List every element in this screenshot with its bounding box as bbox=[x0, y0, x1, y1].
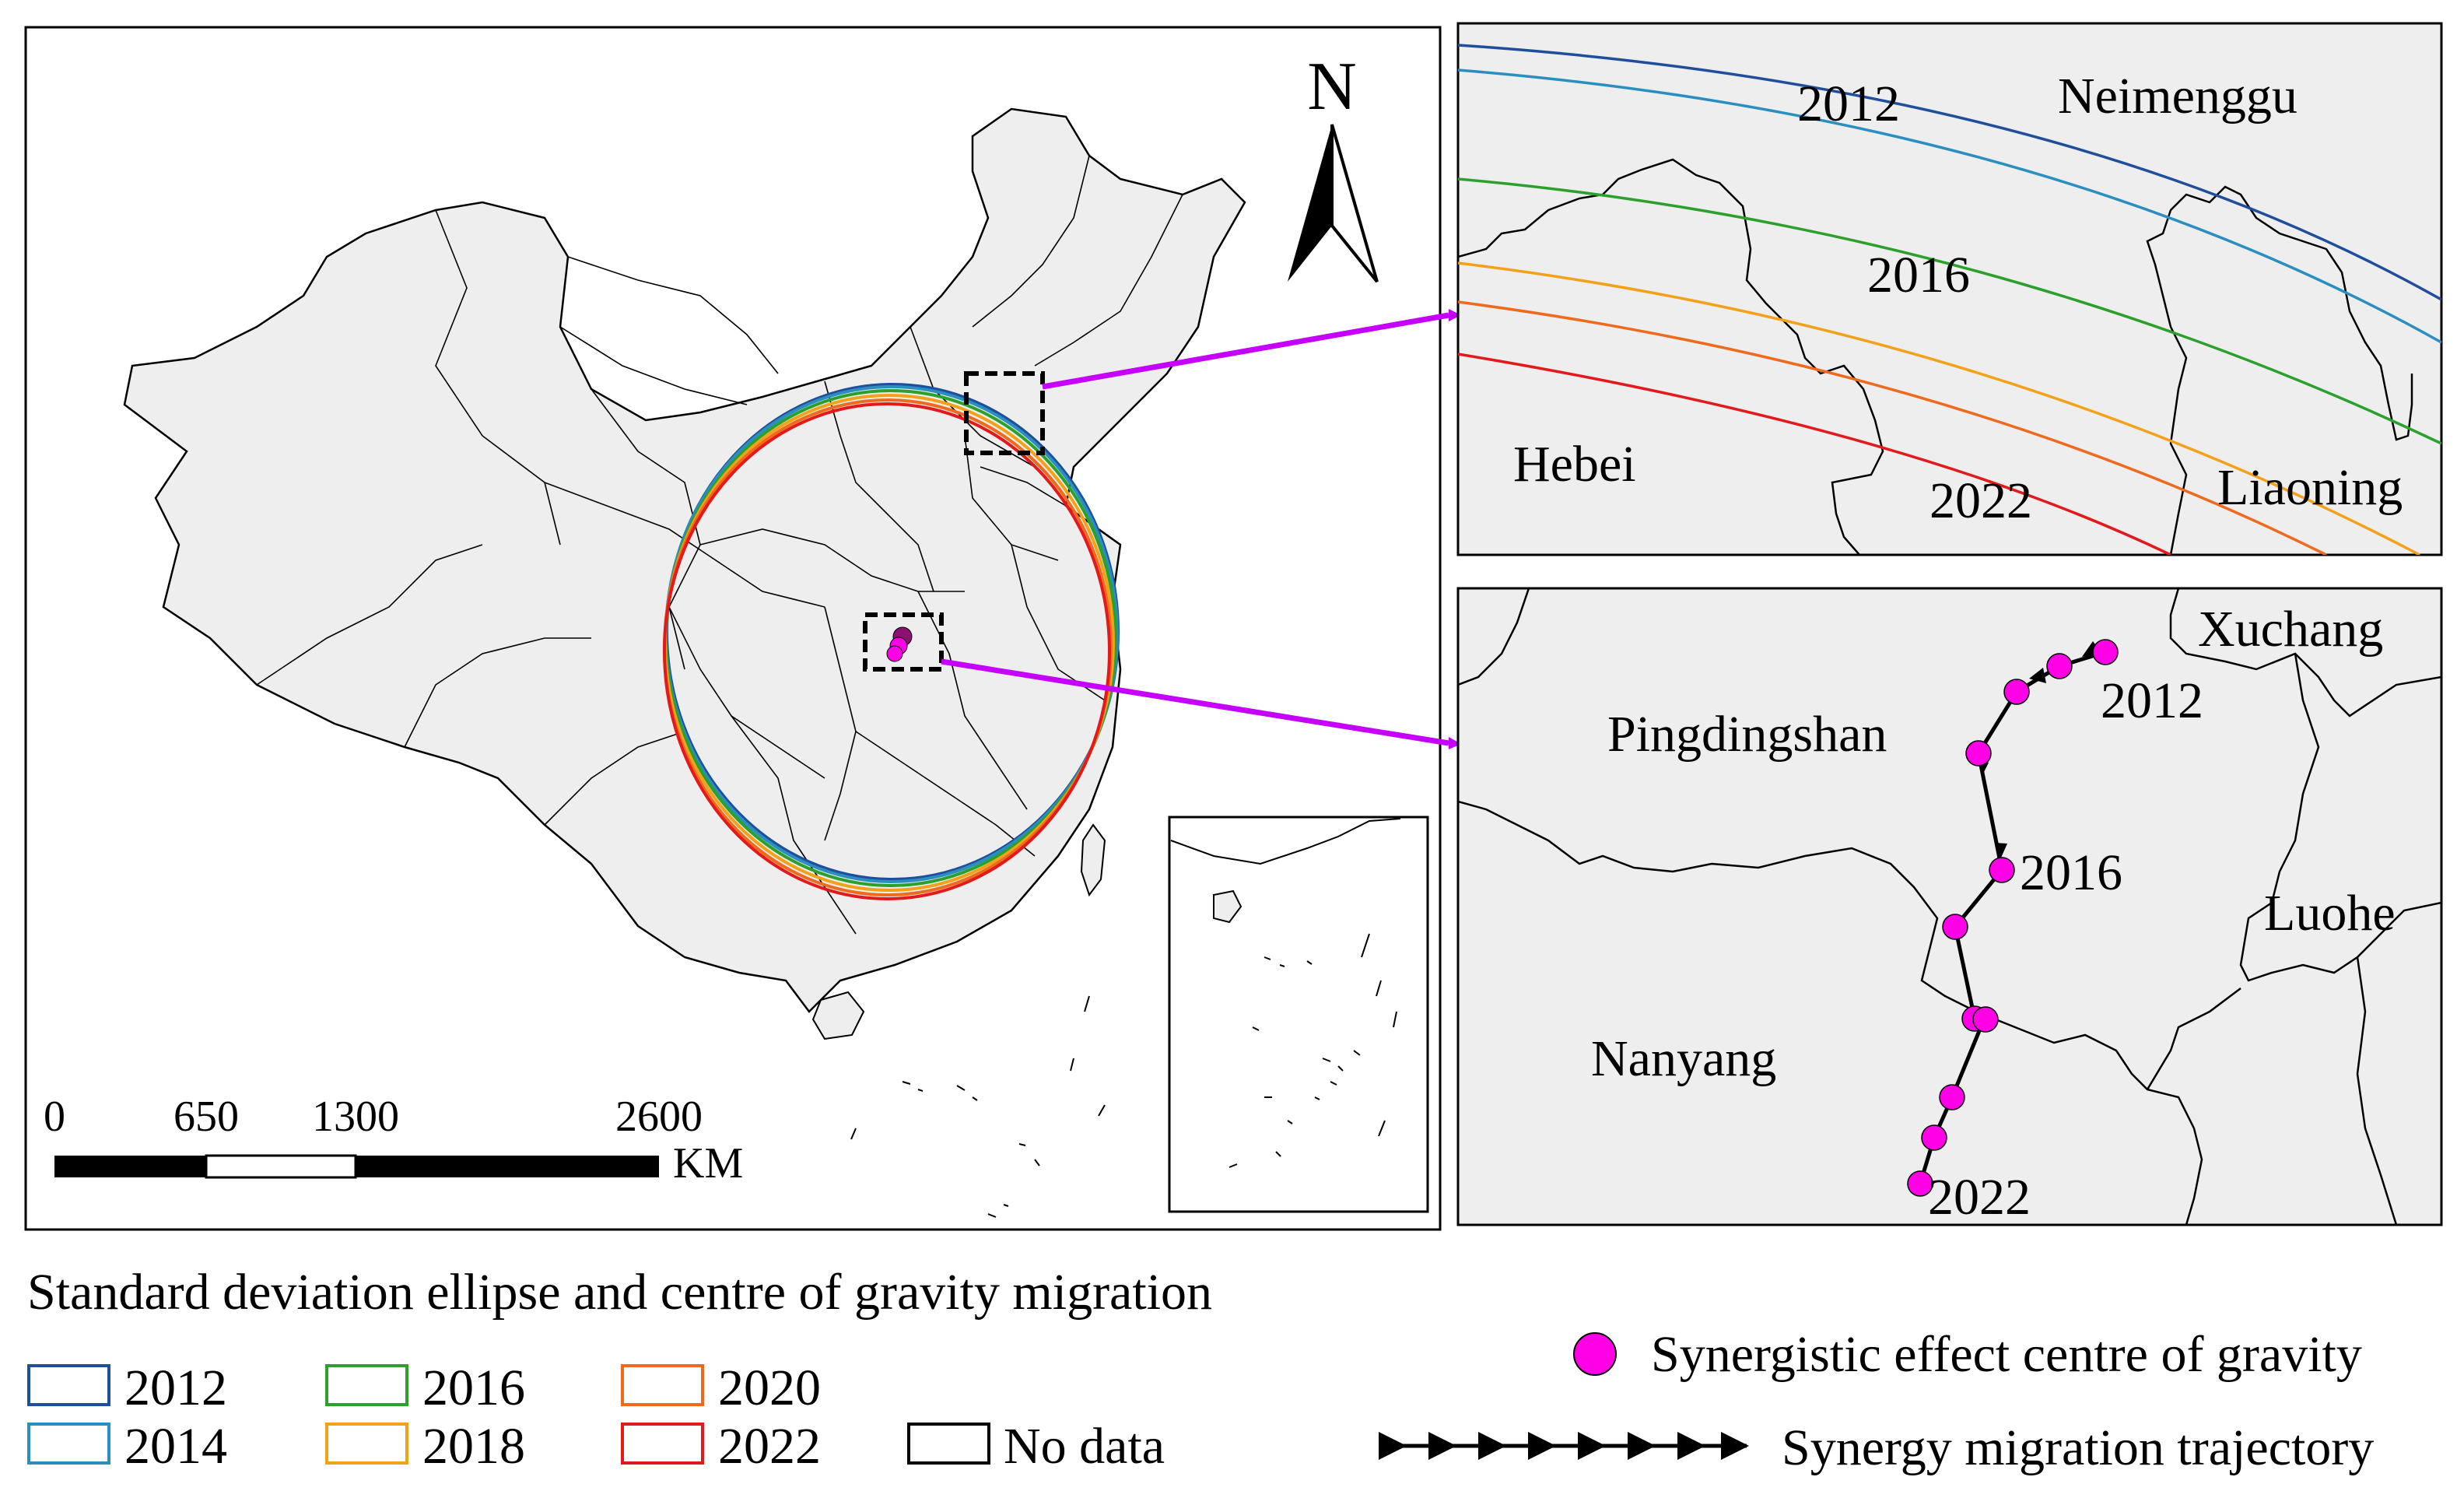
legend-item-2020: 2020 bbox=[621, 1359, 821, 1416]
legend-label-no-data: No data bbox=[1004, 1418, 1165, 1475]
scale-tick-2600: 2600 bbox=[615, 1093, 703, 1141]
std-ellipses bbox=[663, 383, 1120, 900]
inset-bottom-boundaries bbox=[1458, 588, 2441, 1225]
legend-item-2018: 2018 bbox=[325, 1418, 525, 1475]
cog-point bbox=[1989, 857, 2015, 883]
legend-item-2016: 2016 bbox=[325, 1359, 525, 1416]
inset-top-label-neimenggu: Neimenggu bbox=[2058, 68, 2298, 125]
inset-top-arcs bbox=[1458, 44, 2441, 555]
inset-top-label-hebei: Hebei bbox=[1513, 436, 1636, 493]
cog-point bbox=[1907, 1170, 1933, 1197]
legend-title: Standard deviation ellipse and centre of… bbox=[27, 1264, 1212, 1321]
legend-label-centre: Synergistic effect centre of gravity bbox=[1651, 1326, 2362, 1383]
china-landmass bbox=[123, 107, 1246, 1013]
zoom-box-centre bbox=[863, 612, 944, 672]
inset-bottom-frame bbox=[1456, 587, 2443, 1226]
inset-top-frame bbox=[1456, 22, 2443, 556]
scale-bar: 0 650 1300 2600 KM bbox=[44, 1093, 743, 1188]
legend-label-2012: 2012 bbox=[124, 1359, 227, 1416]
zoom-box-north bbox=[964, 371, 1045, 455]
sea-islands bbox=[850, 995, 1106, 1218]
legend-item-2012: 2012 bbox=[27, 1359, 227, 1416]
cog-point bbox=[1965, 740, 1992, 767]
inset-bottom: Xuchang 2012 Pingdingshan 2016 Luohe Nan… bbox=[1456, 587, 2443, 1226]
south-china-sea-inset bbox=[1168, 816, 1429, 1213]
arc-2018 bbox=[1458, 261, 2420, 555]
arc-2012 bbox=[1458, 44, 2441, 301]
taiwan-island bbox=[1080, 823, 1106, 897]
province-boundaries bbox=[256, 155, 1183, 935]
inset-top-label-liaoning: Liaoning bbox=[2217, 459, 2403, 516]
inset-top-boundaries bbox=[1458, 158, 1884, 555]
legend-item-2022: 2022 bbox=[621, 1418, 821, 1475]
arc-2022 bbox=[1458, 353, 2171, 555]
cog-point bbox=[1939, 1084, 1965, 1110]
inset-top-label-2016: 2016 bbox=[1867, 247, 1970, 303]
leader-arrow-north bbox=[1449, 309, 1461, 321]
arc-2020 bbox=[1458, 300, 2327, 555]
scs-coast bbox=[1170, 818, 1401, 865]
north-arrow: N bbox=[1288, 49, 1379, 283]
cog-point bbox=[2046, 653, 2073, 679]
inset-bottom-label-2012: 2012 bbox=[2101, 672, 2203, 729]
legend: Standard deviation ellipse and centre of… bbox=[27, 1264, 2374, 1476]
inset-bottom-label-luohe: Luohe bbox=[2264, 885, 2396, 942]
scale-tick-650: 650 bbox=[173, 1093, 239, 1141]
main-map: N 0 650 1300 26 bbox=[24, 26, 1461, 1231]
inset-top-label-2022: 2022 bbox=[1929, 472, 2032, 529]
legend-label-2020: 2020 bbox=[718, 1359, 821, 1416]
legend-label-2018: 2018 bbox=[422, 1418, 525, 1475]
leader-arrow-centre bbox=[1449, 737, 1461, 749]
cog-point bbox=[2092, 639, 2119, 665]
inset-top: 2012 Neimenggu 2016 Hebei 2022 Liaoning bbox=[1456, 22, 2443, 556]
scale-tick-1300: 1300 bbox=[312, 1093, 399, 1141]
main-centre-cluster bbox=[886, 626, 913, 662]
legend-label-2022: 2022 bbox=[718, 1418, 821, 1475]
legend-item-2014: 2014 bbox=[27, 1418, 227, 1475]
cog-point bbox=[2003, 679, 2030, 705]
scale-unit: KM bbox=[673, 1139, 743, 1188]
legend-label-trajectory: Synergy migration trajectory bbox=[1782, 1419, 2374, 1476]
hainan-island bbox=[811, 991, 865, 1040]
leader-line-centre bbox=[941, 658, 1449, 746]
legend-label-2014: 2014 bbox=[124, 1418, 227, 1475]
arc-2016 bbox=[1458, 177, 2441, 445]
inset-bottom-label-xuchang: Xuchang bbox=[2198, 601, 2383, 658]
legend-item-centre: Synergistic effect centre of gravity bbox=[1573, 1326, 2362, 1383]
scs-inset-frame bbox=[1168, 816, 1429, 1213]
scale-tick-0: 0 bbox=[44, 1093, 65, 1141]
arc-2014 bbox=[1458, 68, 2441, 344]
north-label: N bbox=[1307, 49, 1357, 125]
inset-bottom-label-2016: 2016 bbox=[2020, 844, 2122, 901]
ellipse-2022 bbox=[663, 402, 1111, 900]
cog-point bbox=[1942, 914, 1968, 940]
inset-bottom-label-nanyang: Nanyang bbox=[1591, 1030, 1776, 1087]
trajectory-points bbox=[1907, 639, 2119, 1197]
cog-point bbox=[1921, 1124, 1947, 1151]
legend-label-2016: 2016 bbox=[422, 1359, 525, 1416]
scs-islands bbox=[1228, 933, 1397, 1168]
legend-item-trajectory: Synergy migration trajectory bbox=[1379, 1419, 2374, 1476]
legend-item-no-data: No data bbox=[907, 1418, 1165, 1475]
leader-line-north bbox=[1042, 312, 1449, 390]
scs-hainan bbox=[1213, 889, 1243, 924]
inset-bottom-label-2022: 2022 bbox=[1928, 1169, 2031, 1226]
inset-top-label-2012: 2012 bbox=[1797, 75, 1900, 132]
cog-point bbox=[1972, 1006, 1999, 1033]
inset-bottom-label-pingdingshan: Pingdingshan bbox=[1607, 706, 1887, 763]
